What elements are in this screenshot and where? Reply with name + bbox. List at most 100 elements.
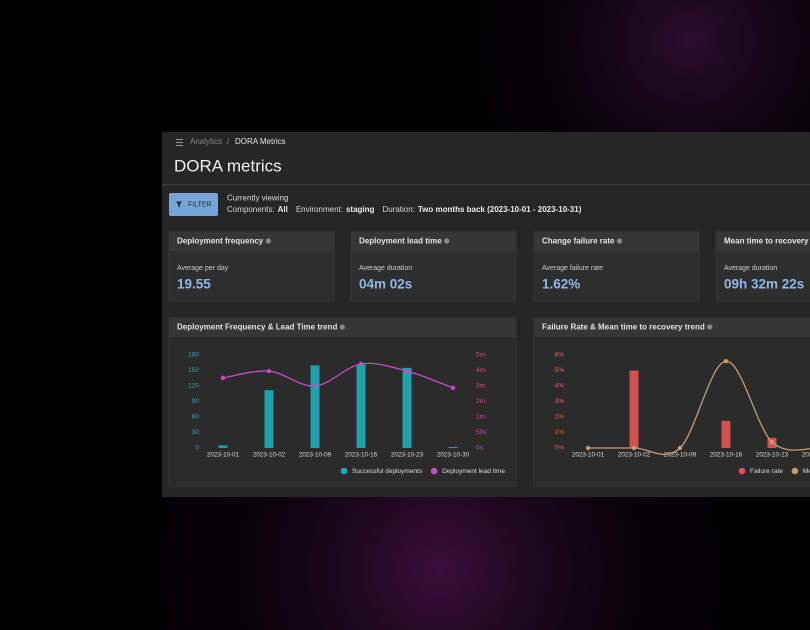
legend-swatch [791,467,799,475]
y2-tick-label: 4m [476,367,485,374]
filter-value: Two months back (2023-10-01 - 2023-10-31… [418,205,582,214]
legend-swatch [430,467,438,475]
bar [218,445,228,448]
info-icon [444,238,450,244]
y-tick-label: 2% [555,414,565,421]
line-point [266,368,272,374]
filter-label: Environment: [296,205,343,214]
y-tick-label: 1% [555,429,565,436]
filter-value: staging [346,205,375,214]
metric-value: 04m 02s [359,277,412,292]
bar [310,365,320,448]
legend-label: Mean time to recovery [803,468,810,475]
y-tick-label: 30 [192,429,200,436]
metric-card-title: Change failure rate [542,237,615,246]
metric-label: Average duration [359,265,412,272]
x-tick-label: 2023-10-30 [437,452,470,459]
breadcrumb-current: DORA Metrics [235,137,286,146]
line-point [312,383,318,389]
metric-label: Average per day [177,265,229,272]
info-icon [707,324,713,330]
bar [402,367,412,448]
x-tick-label: 2023-10-23 [756,452,789,459]
metric-card-header [534,232,699,251]
metric-card-header [169,232,334,251]
y-tick-label: 60 [192,414,200,421]
y-tick-label: 180 [188,352,199,359]
filter-icon [176,201,182,208]
chart-title: Deployment Frequency & Lead Time trend [177,323,337,332]
line-point [585,445,591,451]
page-title: DORA metrics [174,156,282,175]
filter-button-label[interactable]: FILTER [188,201,212,208]
y-tick-label: 3% [555,398,565,405]
line-point [769,439,775,445]
metric-card-header [351,232,516,251]
legend-swatch [738,467,746,475]
menu-icon [176,139,183,146]
line-point [220,375,226,381]
metric-value: 19.55 [177,277,211,292]
x-tick-label: 2023-10-09 [299,452,332,459]
breadcrumb-link[interactable]: Analytics [190,137,222,146]
legend-label: Deployment lead time [442,468,505,475]
metric-label: Average duration [724,265,777,272]
filter-value: All [278,205,288,214]
y2-tick-label: 1m [476,414,485,421]
y2-tick-label: 50s [476,429,487,436]
bar [356,364,366,448]
filter-label: Duration: [382,205,414,214]
y2-tick-label: 0s [476,445,484,452]
info-icon [339,324,345,330]
x-tick-label: 2023-10-02 [618,452,651,459]
x-tick-label: 2023-10-16 [710,452,743,459]
legend-swatch [340,467,348,475]
line-point [404,368,410,374]
bar [721,420,731,448]
line-point [631,445,637,451]
metric-card-header [716,232,810,251]
x-tick-label: 2023-10-30 [802,452,810,459]
legend-label: Successful deployments [352,468,423,475]
metric-card-title: Deployment lead time [359,237,442,246]
chart-panel-header [534,318,810,337]
y-tick-label: 4% [555,383,565,390]
info-icon [616,238,623,244]
legend-label: Failure rate [750,468,783,475]
metric-value: 09h 32m 22s [724,277,804,292]
line [222,362,454,389]
x-tick-label: 2023-10-01 [207,452,240,459]
metric-value: 1.62% [542,277,580,292]
metric-card-title: Deployment frequency [177,237,264,246]
filter-button[interactable] [169,193,218,216]
x-tick-label: 2023-10-16 [345,452,378,459]
breadcrumb-separator: / [227,137,230,146]
x-tick-label: 2023-10-23 [391,452,424,459]
metric-card-title: Mean time to recovery [724,237,809,246]
y-tick-label: 0 [195,445,199,452]
y-tick-label: 120 [188,383,199,390]
metric-label: Average failure rate [542,265,603,272]
line-point [677,445,683,451]
y-tick-label: 150 [188,367,199,374]
filter-heading: Currently viewing [227,194,288,203]
y2-tick-label: 3m [476,383,485,390]
x-tick-label: 2023-10-01 [572,452,605,459]
y-tick-label: 6% [555,352,565,359]
x-tick-label: 2023-10-02 [253,452,286,459]
chart-panel [168,317,517,487]
chart-panel [533,317,810,487]
y2-tick-label: 5m [476,352,485,359]
y2-tick-label: 2m [476,398,485,405]
bar [448,446,458,448]
y-tick-label: 5% [555,367,565,374]
bar [629,370,639,448]
chart-title: Failure Rate & Mean time to recovery tre… [542,323,705,332]
info-icon [265,238,271,244]
y-tick-label: 90 [192,398,200,405]
y-tick-label: 0% [555,445,565,452]
bar [264,390,274,448]
filter-label: Components: [227,205,275,214]
